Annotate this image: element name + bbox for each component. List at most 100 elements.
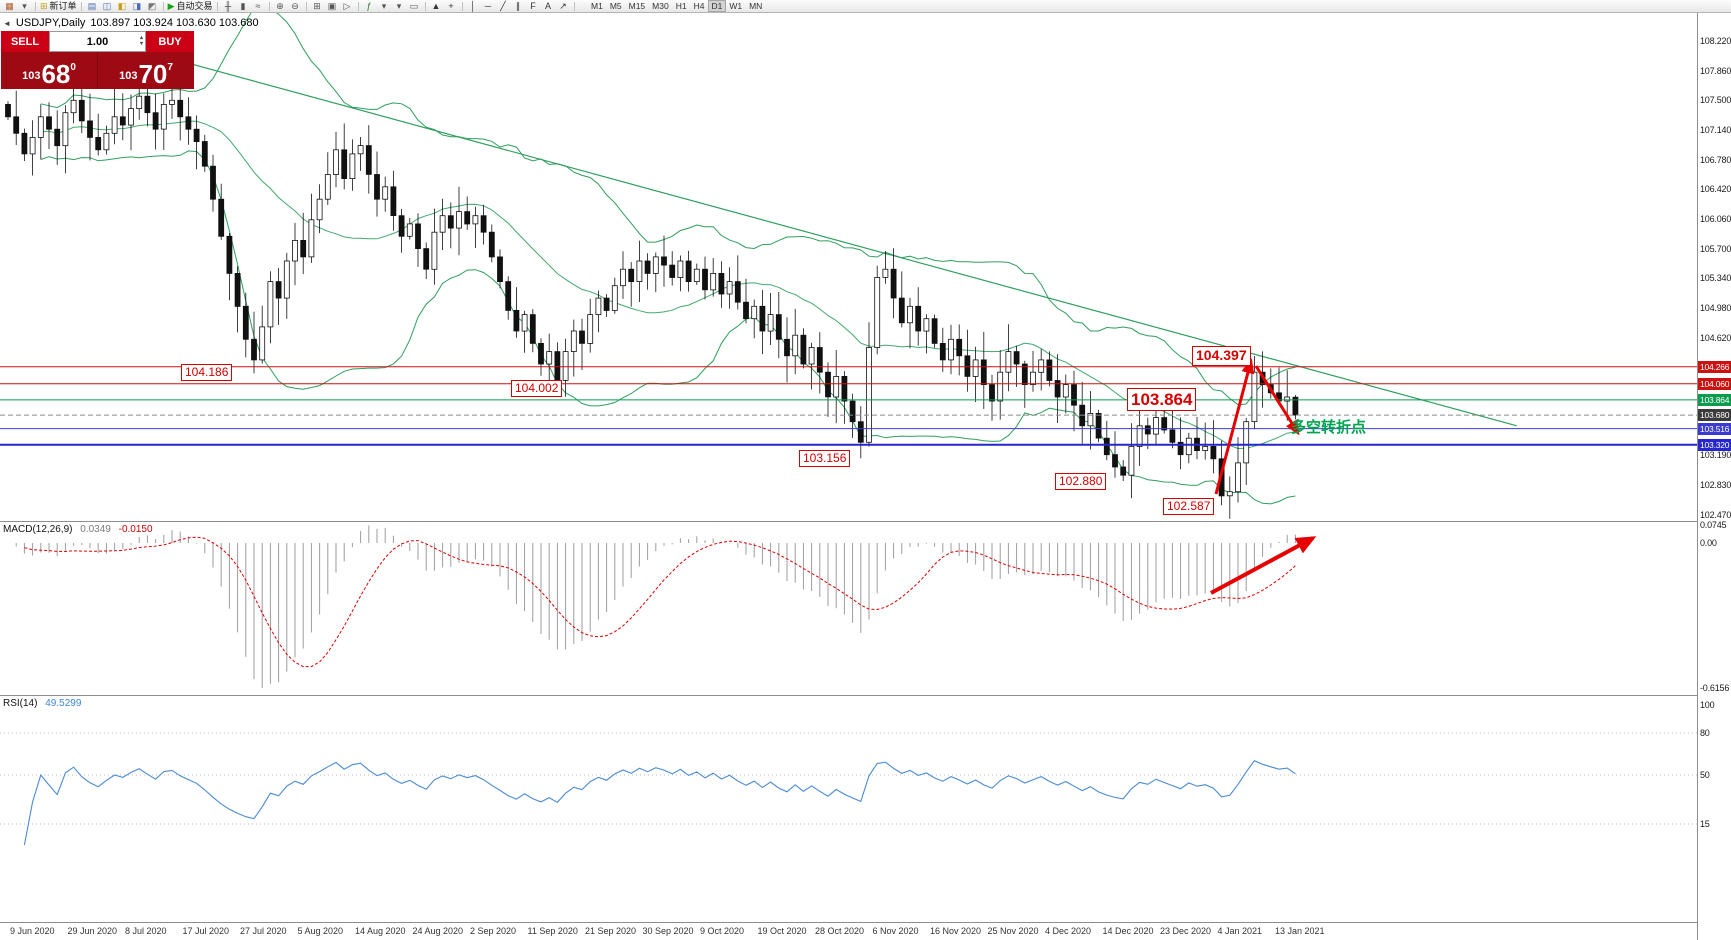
date-label: 30 Sep 2020: [642, 926, 694, 936]
date-label: 19 Oct 2020: [757, 926, 807, 936]
market-watch-icon[interactable]: ▤: [87, 0, 97, 11]
new-order-button[interactable]: ⊞ 新订单: [40, 0, 77, 11]
macd-tick-label: 0.0745: [1700, 520, 1727, 531]
date-label: 9 Jun 2020: [10, 926, 55, 936]
toolbar-separator: [357, 1, 359, 11]
price-tick-label: 107.140: [1700, 124, 1731, 135]
timeframe-m5[interactable]: M5: [609, 1, 622, 11]
data-window-icon[interactable]: ◫: [102, 0, 112, 11]
zoom-in-icon[interactable]: ⊕: [276, 0, 284, 11]
indicators-list-icon[interactable]: ▾: [381, 0, 387, 11]
date-label: 9 Oct 2020: [700, 926, 745, 936]
vertical-line-icon[interactable]: │: [470, 0, 476, 11]
price-divider: [97, 52, 98, 89]
cursor-icon[interactable]: ▲: [431, 0, 441, 11]
candlestick-chart-icon[interactable]: ▮: [240, 0, 246, 11]
date-label: 25 Nov 2020: [987, 926, 1039, 936]
price-callout-label[interactable]: 103.156: [799, 450, 851, 467]
channel-icon[interactable]: ∥: [515, 0, 521, 11]
panel-separator[interactable]: [0, 922, 1731, 923]
price-tick-label: 104.620: [1700, 332, 1731, 343]
price-callout-label[interactable]: 102.587: [1163, 498, 1215, 515]
sell-price-point: 0: [70, 62, 76, 73]
sell-button[interactable]: SELL: [1, 31, 49, 52]
date-label: 16 Nov 2020: [930, 926, 982, 936]
toolbar-separator: [305, 1, 307, 11]
price-tick-label: 106.060: [1700, 213, 1731, 224]
zoom-out-icon[interactable]: ⊖: [291, 0, 299, 11]
toolbar: ▦ ▾ ⊞ 新订单 ▤ ◫ ◧ ◨ ◩ ▶ 自动交易 ╫ ▮ ≈ ⊕ ⊖ ⊞ ▣ ▷ ƒ ▾ ▾ ▭ ▲ + │ ─ ╱ ∥ F A ↗ M1 M…: [0, 0, 1731, 13]
chart-shift-icon[interactable]: ▷: [343, 0, 351, 11]
buy-price-pips: 70: [138, 59, 168, 89]
date-label: 24 Aug 2020: [412, 926, 464, 936]
rsi-indicator-label: RSI(14) 49.5299: [3, 698, 81, 709]
ohlc-values: 103.897 103.924 103.630 103.680: [90, 17, 259, 29]
lot-size-field[interactable]: 1.00 ▴ ▾: [49, 31, 146, 52]
templates-icon[interactable]: ▭: [409, 0, 419, 11]
strategy-tester-icon[interactable]: ◩: [147, 0, 157, 11]
buy-button[interactable]: BUY: [146, 31, 194, 52]
trendline-icon[interactable]: ╱: [500, 0, 506, 11]
buy-price-display[interactable]: 103 70 7: [98, 52, 194, 89]
horizontal-line-icon[interactable]: ─: [484, 0, 492, 11]
auto-arrange-icon[interactable]: ▣: [327, 0, 337, 11]
crosshair-icon[interactable]: +: [448, 0, 454, 11]
toolbar-separator: [268, 1, 270, 11]
sell-price-figure: 103: [22, 70, 41, 82]
time-scale[interactable]: 9 Jun 2020 29 Jun 2020 8 Jul 2020 17 Jul 20…: [0, 924, 1697, 940]
lot-value[interactable]: 1.00: [86, 35, 109, 48]
sell-price-display[interactable]: 103 68 0: [1, 52, 97, 89]
date-label: 17 Jul 2020: [182, 926, 230, 936]
buy-price-figure: 103: [119, 70, 138, 82]
chart-profiles-icon[interactable]: ▾: [22, 0, 27, 11]
symbol-label: USDJPY,Daily: [15, 17, 86, 29]
fibonacci-icon[interactable]: F: [530, 0, 536, 11]
price-tag: 103.516: [1698, 422, 1731, 435]
price-callout-label[interactable]: 104.397: [1192, 346, 1251, 366]
toolbar-separator: [35, 1, 36, 11]
sell-price-pips: 68: [41, 59, 71, 89]
timeframe-h1[interactable]: H1: [675, 1, 687, 11]
timeframe-m1[interactable]: M1: [591, 1, 603, 11]
price-callout-label[interactable]: 104.002: [511, 380, 563, 397]
macd-name: MACD(12,26,9): [3, 524, 73, 535]
turning-point-annotation[interactable]: 多空转折点: [1291, 419, 1367, 436]
auto-trading-button[interactable]: ▶ 自动交易: [167, 0, 213, 11]
timeframe-w1[interactable]: W1: [729, 1, 743, 11]
timeframe-mn[interactable]: MN: [749, 1, 763, 11]
timeframe-m15[interactable]: M15: [628, 1, 646, 11]
arrow-objects-icon[interactable]: ↗: [559, 0, 567, 11]
date-label: 4 Dec 2020: [1045, 926, 1092, 936]
buy-price-point: 7: [167, 62, 173, 73]
date-label: 21 Sep 2020: [585, 926, 637, 936]
timeframe-m30[interactable]: M30: [652, 1, 669, 11]
periods-list-icon[interactable]: ▾: [396, 0, 402, 11]
price-callout-label[interactable]: 103.864: [1127, 388, 1197, 412]
text-label-icon[interactable]: A: [544, 0, 551, 11]
date-label: 14 Aug 2020: [355, 926, 406, 936]
panel-separator[interactable]: [0, 695, 1731, 696]
lot-decrease-icon[interactable]: ▾: [139, 41, 143, 47]
indicators-icon[interactable]: ƒ: [366, 0, 372, 11]
macd-tick-label: 0.00: [1700, 538, 1717, 548]
line-chart-icon[interactable]: ≈: [255, 0, 261, 11]
macd-indicator-label: MACD(12,26,9) 0.0349 -0.0150: [3, 524, 153, 535]
tile-windows-icon[interactable]: ⊞: [313, 0, 321, 11]
chart-canvas[interactable]: [0, 13, 1697, 940]
bar-chart-icon[interactable]: ╫: [224, 0, 232, 11]
lot-increase-icon[interactable]: ▴: [139, 35, 143, 41]
date-label: 4 Jan 2021: [1217, 926, 1263, 936]
collapse-panel-icon[interactable]: ◄: [3, 18, 11, 28]
price-tick-label: 106.420: [1700, 184, 1731, 195]
date-label: 23 Dec 2020: [1160, 926, 1212, 936]
timeframe-h4[interactable]: H4: [693, 1, 705, 11]
new-chart-icon[interactable]: ▦: [5, 0, 14, 11]
price-callout-label[interactable]: 102.880: [1055, 473, 1107, 490]
terminal-icon[interactable]: ◨: [132, 0, 142, 11]
timeframe-d1[interactable]: D1: [707, 0, 726, 12]
price-tag: 104.266: [1698, 360, 1731, 373]
price-callout-label[interactable]: 104.186: [181, 364, 233, 381]
panel-separator[interactable]: [0, 521, 1731, 522]
navigator-icon[interactable]: ◧: [117, 0, 127, 11]
price-scale[interactable]: 108.220 107.860 107.500 107.140 106.780 106.4…: [1697, 13, 1731, 940]
